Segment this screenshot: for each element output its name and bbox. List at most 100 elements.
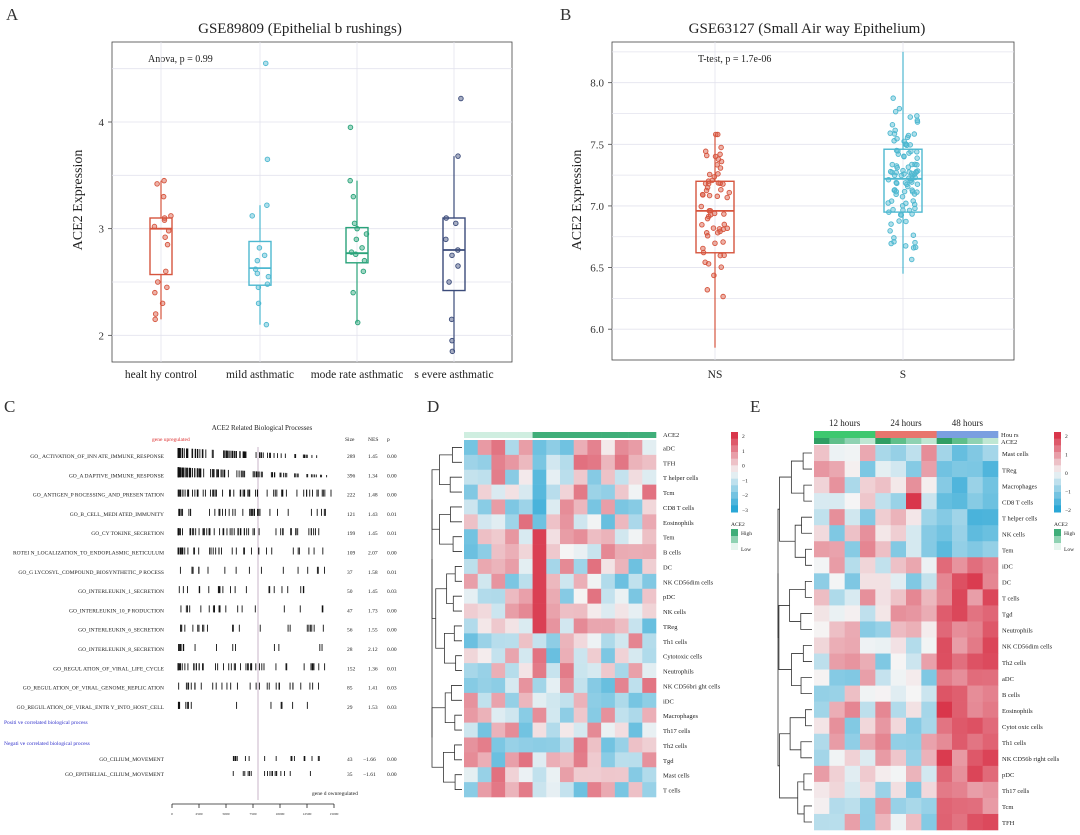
panel-d-cell <box>601 588 616 604</box>
panel-a-point <box>168 213 174 219</box>
panel-e-cell <box>967 733 983 751</box>
panel-d-cell <box>573 633 588 649</box>
panel-c-term: GO_REGUL ATION_OF_VIRAL_GENOME_REPLIC AT… <box>23 686 164 692</box>
panel-a-point <box>443 236 449 243</box>
panel-d-cell <box>518 499 533 515</box>
panel-e-legend-swatch <box>1054 498 1061 506</box>
panel-c-term: ROTEI N_LOCALIZATION_TO_ENDOPLASMIC_RETI… <box>13 551 164 557</box>
panel-e-legend-swatch <box>1054 492 1061 500</box>
panel-d-cell <box>518 603 533 619</box>
panel-e-legend-tick: −1 <box>1065 490 1071 496</box>
panel-d-cell <box>491 588 506 604</box>
panel-e-legend-swatch <box>1054 472 1061 480</box>
panel-d-ace2-cell <box>614 432 629 438</box>
panel-e-cell <box>982 541 999 558</box>
panel-a-point <box>453 220 459 227</box>
panel-e-cell <box>921 653 937 670</box>
panel-d-cell <box>464 544 479 560</box>
panel-d-cell <box>491 484 506 500</box>
panel-d-dendrogram <box>454 714 462 731</box>
panel-d-cell <box>532 648 547 664</box>
panel-a-point <box>363 231 370 237</box>
panel-e-cell <box>860 541 876 558</box>
panel-d-cell <box>601 707 616 723</box>
panel-e-cell <box>860 653 876 670</box>
panel-d-cell <box>505 559 520 575</box>
panel-d-cell <box>642 454 657 471</box>
panel-e-cell <box>844 605 861 622</box>
panel-d-cell <box>546 440 561 456</box>
panel-a-xtick-label: mild asthmatic <box>226 369 294 381</box>
panel-c-neg-p: 0.00 <box>387 772 397 778</box>
panel-e-cell <box>967 445 983 462</box>
panel-e-dendrogram <box>779 733 798 799</box>
panel-e-cell <box>921 477 937 494</box>
panel-b-point <box>903 218 909 225</box>
panel-d-row-label: NK cells <box>663 609 686 616</box>
panel-e-row-label: Mast cells <box>1002 451 1029 458</box>
panel-d-cell <box>518 469 533 485</box>
panel-e-cell <box>844 493 861 510</box>
panel-b-point <box>898 172 905 179</box>
panel-d-cell <box>518 484 533 500</box>
panel-e-cell <box>952 605 968 622</box>
panel-b-point <box>905 183 911 190</box>
panel-c-term: GO_G LYCOSYL_COMPOUND_BIOSYNTHETIC_P ROC… <box>18 570 164 576</box>
panel-d-cell <box>560 752 575 768</box>
panel-d-cell <box>628 618 643 634</box>
panel-d-cell <box>560 484 575 500</box>
panel-e-cell <box>875 493 891 510</box>
panel-e-cell <box>875 669 891 686</box>
panel-b-point <box>896 218 902 224</box>
panel-b-point <box>717 151 723 158</box>
panel-d-cell <box>464 588 479 604</box>
panel-b-point <box>914 113 920 119</box>
panel-d-cell <box>601 514 616 530</box>
panel-e-cell <box>921 765 937 783</box>
panel-d-cell <box>642 782 657 798</box>
panel-c-nes: 1.41 <box>368 686 378 692</box>
panel-e-cell <box>890 589 907 606</box>
panel-d-cell <box>532 752 547 768</box>
panel-e-cell <box>844 509 861 526</box>
panel-d-cell <box>560 692 575 709</box>
panel-a-point <box>154 181 160 187</box>
panel-e-cell <box>952 589 968 606</box>
panel-c-p: 0.00 <box>387 473 397 479</box>
panel-e-cell <box>921 717 937 735</box>
panel-d-row-label: Tgd <box>663 758 674 765</box>
panel-b-point <box>912 244 919 251</box>
panel-d-cell <box>642 692 657 709</box>
panel-d-cell <box>614 618 629 634</box>
panel-d-cell <box>642 484 657 500</box>
panel-e-row-label: pDC <box>1002 772 1014 779</box>
panel-d-cell <box>587 633 602 649</box>
panel-d-cell <box>628 559 643 575</box>
panel-e-cell <box>982 685 999 702</box>
panel-e-cell <box>967 605 983 622</box>
panel-b-point <box>913 168 920 175</box>
panel-b-point <box>885 176 892 183</box>
panel-e-cell <box>952 717 968 735</box>
panel-c-term: GO_INTERLEUKIN_6_SECRETION <box>78 628 164 634</box>
panel-e-cell <box>952 685 968 702</box>
panel-d-ace2-cell <box>573 432 588 438</box>
panel-e-ace2-cell <box>906 438 922 444</box>
panel-e-cell <box>844 781 861 799</box>
panel-e-cell <box>921 573 937 590</box>
panel-d-cell <box>491 663 506 679</box>
panel-d-cell <box>532 618 547 634</box>
panel-e-cell <box>890 813 907 831</box>
panel-d-cell <box>532 514 547 530</box>
panel-e-ace2-cell <box>844 438 861 444</box>
panel-e-cell <box>921 813 937 831</box>
panel-e-cell <box>952 525 968 542</box>
panel-e-time-label: 12 hours <box>829 418 861 428</box>
panel-e-hours-bar <box>814 431 876 438</box>
panel-a-point <box>360 268 367 275</box>
panel-e-cell <box>967 589 983 606</box>
panel-b-point <box>887 130 893 136</box>
panel-d-cell <box>628 678 643 694</box>
panel-d-cell <box>614 469 629 485</box>
panel-d-cell <box>505 678 520 694</box>
